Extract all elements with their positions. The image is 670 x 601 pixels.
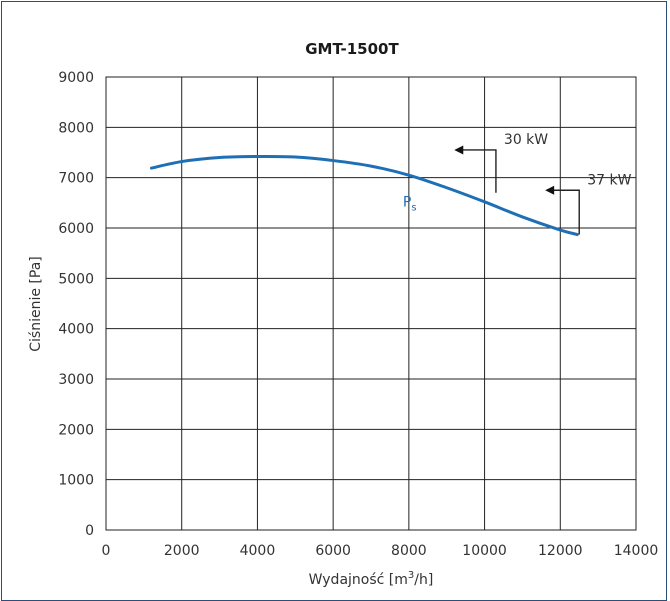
x-tick-label: 12000 [538, 543, 583, 559]
x-tick-label: 6000 [315, 543, 351, 559]
y-tick-label: 2000 [58, 422, 94, 438]
chart-title: GMT-1500T [305, 40, 399, 58]
x-axis-label: Wydajność [m3/h] [309, 570, 434, 588]
y-tick-label: 4000 [58, 322, 94, 338]
x-tick-label: 2000 [164, 543, 200, 559]
y-tick-label: 1000 [58, 473, 94, 489]
power-marker-line [462, 149, 497, 193]
power-annotations: 30 kW 37 kW [454, 132, 632, 235]
series-label-subscript: s [411, 203, 416, 214]
x-tick-label: 8000 [391, 543, 427, 559]
x-tick-label: 0 [102, 543, 111, 559]
x-tick-label: 4000 [240, 543, 276, 559]
y-tick-label: 5000 [58, 271, 94, 287]
arrow-left-icon [545, 185, 555, 195]
series-label-ps: Ps [403, 195, 417, 214]
y-tick-label: 3000 [58, 372, 94, 388]
y-tick-label: 7000 [58, 171, 94, 187]
x-axis-label-main: Wydajność [m [309, 572, 408, 588]
power-annotation: 30 kW [454, 132, 548, 193]
y-tick-label: 0 [85, 523, 94, 539]
x-axis-label-tail: /h] [414, 572, 433, 588]
y-tick-label: 8000 [58, 120, 94, 136]
y-tick-label: 9000 [58, 70, 94, 86]
power-annotation: 37 kW [545, 172, 632, 235]
grid [105, 76, 637, 531]
series-line-ps [149, 154, 579, 237]
power-annotation-label: 30 kW [504, 132, 548, 148]
x-axis-ticks: 0 2000 4000 6000 8000 10000 12000 14000 [102, 543, 659, 559]
x-tick-label: 14000 [614, 543, 659, 559]
power-marker-line [553, 189, 580, 235]
y-tick-label: 6000 [58, 221, 94, 237]
plot-area-border [105, 76, 637, 531]
series-label-main: P [403, 195, 411, 211]
arrow-left-icon [454, 145, 464, 155]
power-annotation-label: 37 kW [587, 172, 631, 188]
series-layer: Ps [149, 154, 579, 237]
y-axis-label: Ciśnienie [Pa] [28, 256, 44, 351]
y-axis-ticks: 0 1000 2000 3000 4000 5000 6000 7000 8000 9000 [58, 70, 94, 539]
x-axis-label-superscript: 3 [408, 570, 414, 581]
x-tick-label: 10000 [462, 543, 507, 559]
